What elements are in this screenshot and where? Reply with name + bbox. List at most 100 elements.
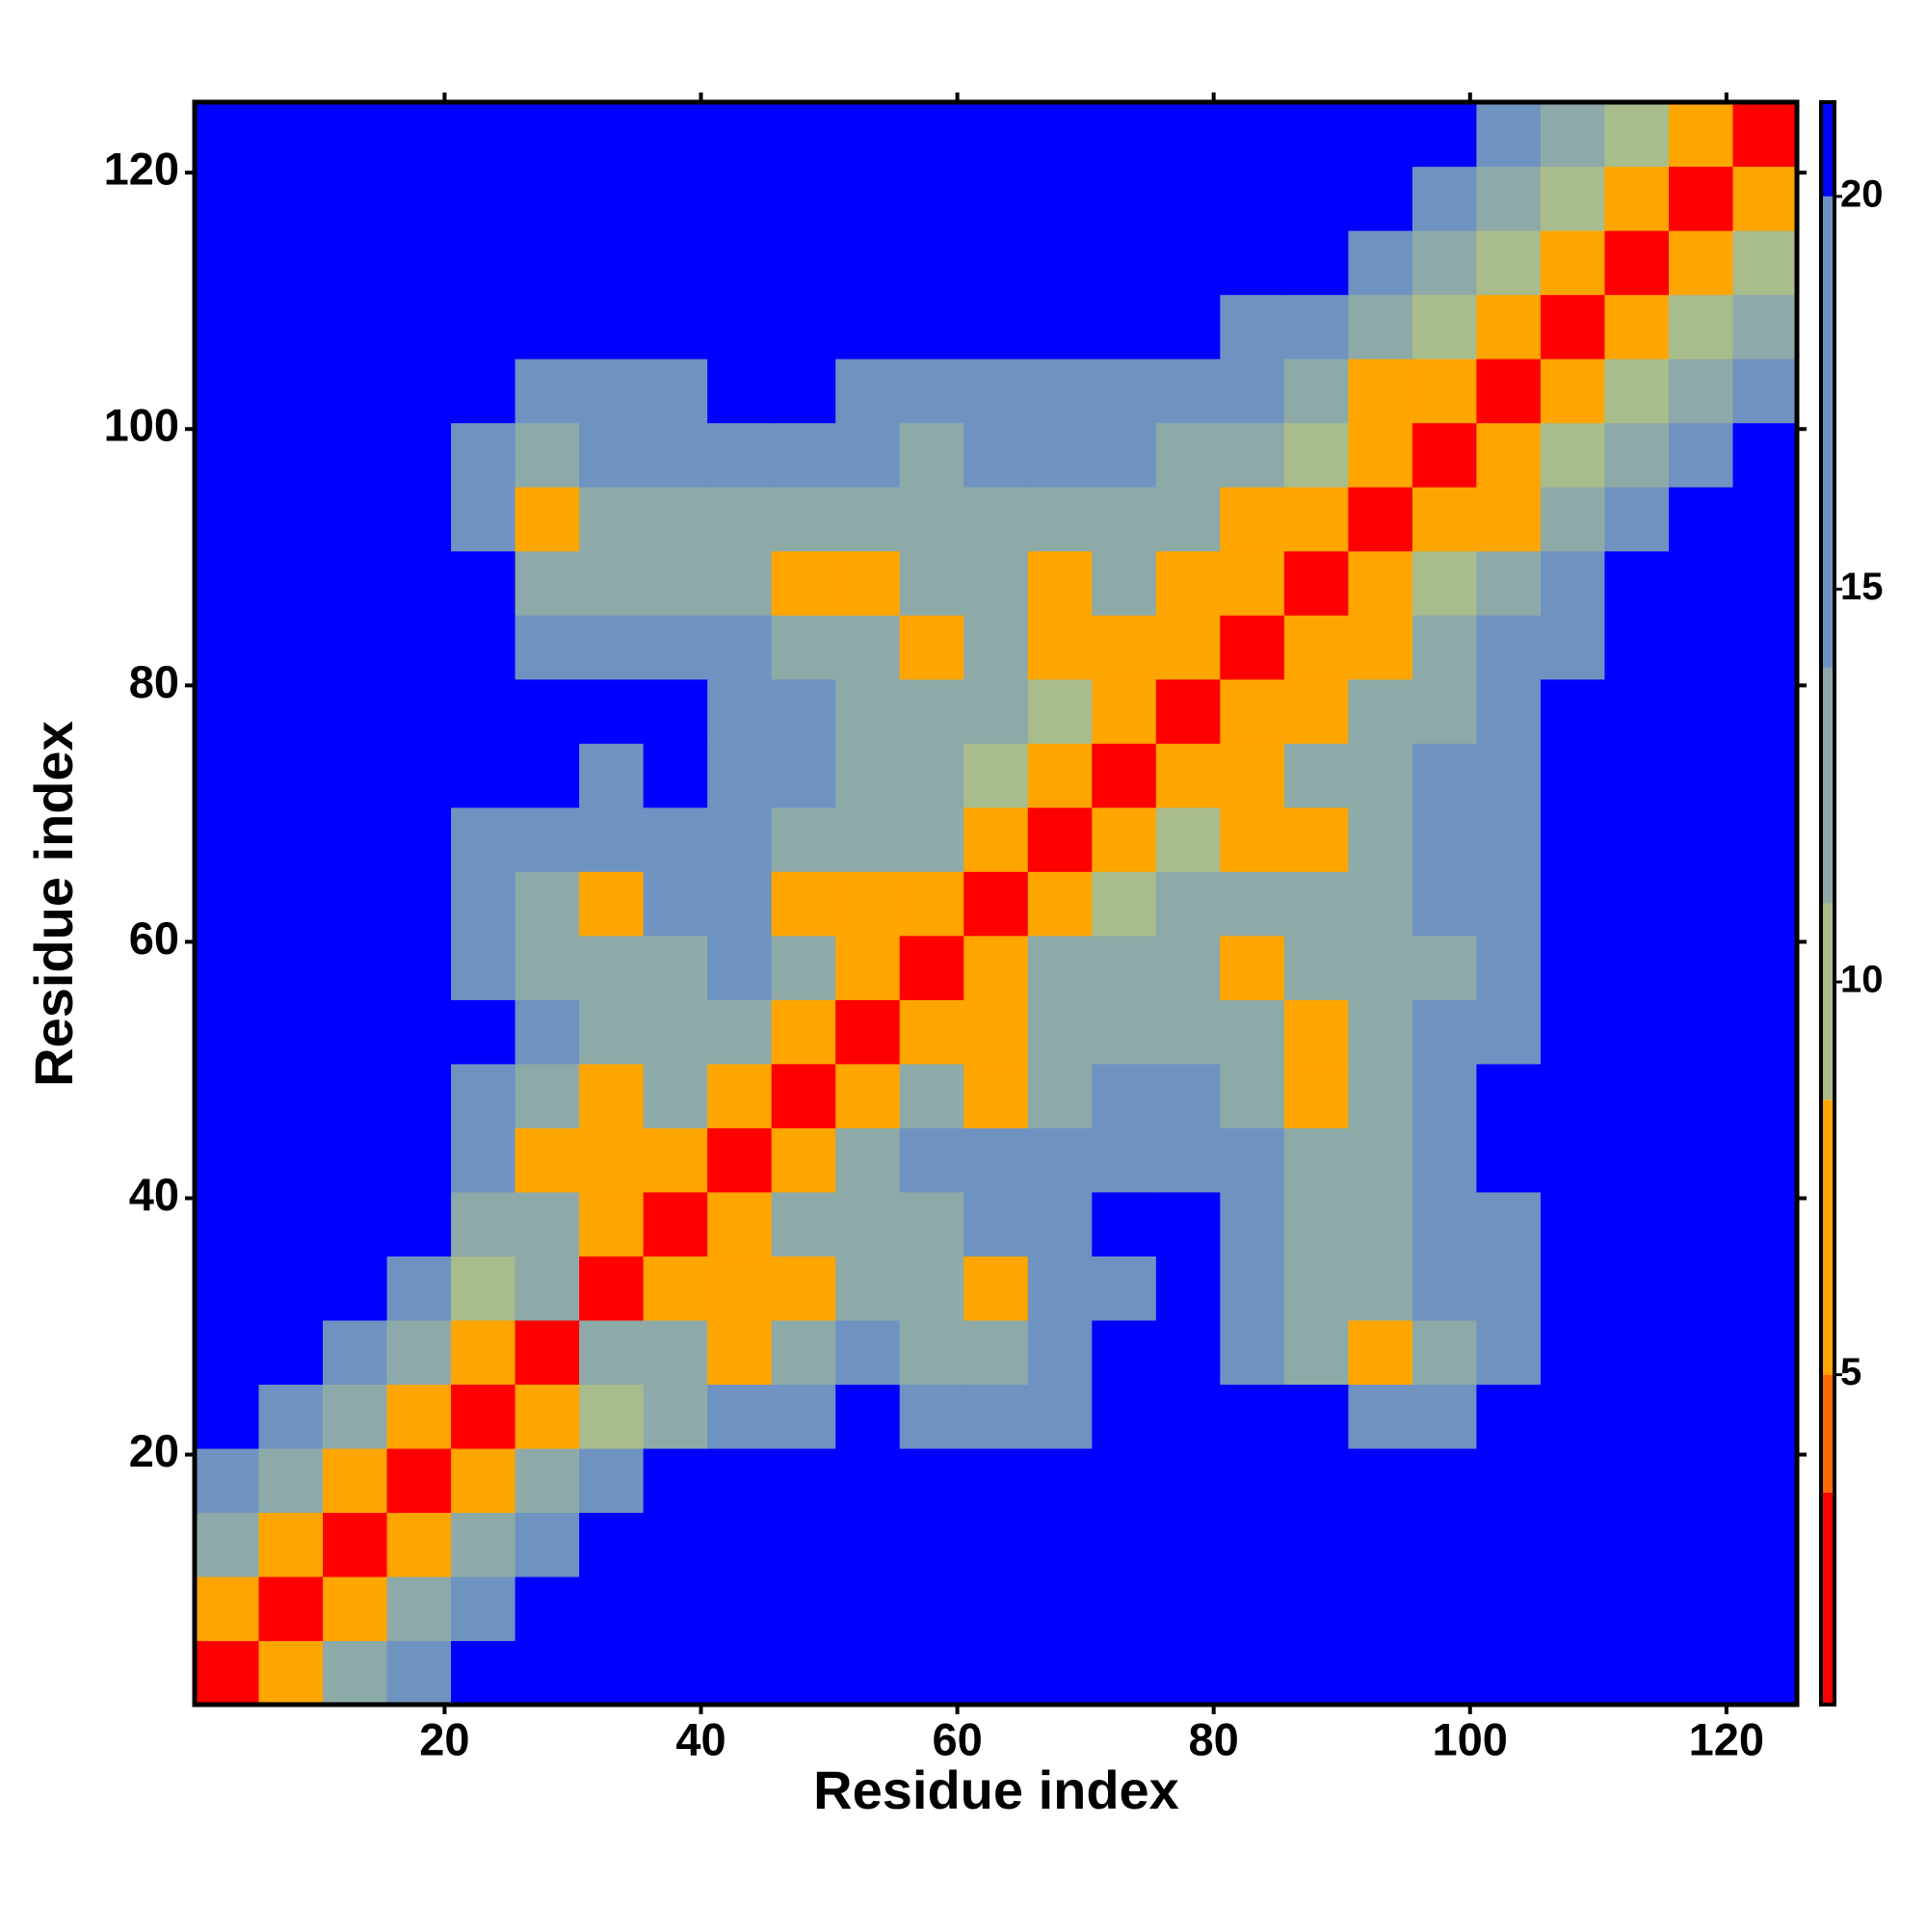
heatmap-cell	[579, 935, 645, 1000]
heatmap-cell	[899, 230, 964, 296]
heatmap-cell	[1540, 935, 1606, 1000]
heatmap-cell	[1027, 358, 1093, 424]
heatmap-cell	[1155, 678, 1221, 744]
heatmap-cell	[386, 1447, 452, 1514]
heatmap-cell	[1155, 422, 1221, 488]
heatmap-cell	[835, 871, 901, 937]
heatmap-cell	[964, 1127, 1029, 1193]
colorbar-segment	[1821, 1492, 1835, 1705]
heatmap-cell	[1540, 807, 1606, 872]
heatmap-cell	[451, 422, 516, 488]
heatmap-cell	[323, 1575, 388, 1642]
heatmap-cell	[1348, 1384, 1413, 1449]
heatmap-cell	[1283, 487, 1349, 552]
heatmap-cell	[643, 422, 708, 488]
heatmap-cell	[899, 550, 964, 616]
heatmap-cell	[1283, 1575, 1349, 1642]
heatmap-cell	[323, 1256, 388, 1321]
heatmap-cell	[643, 1447, 708, 1514]
heatmap-cell	[579, 1191, 645, 1257]
heatmap-cell	[643, 1575, 708, 1642]
heatmap-cell	[1540, 1127, 1606, 1193]
heatmap-cell	[1283, 935, 1349, 1000]
heatmap-cell	[386, 422, 452, 488]
heatmap-cell	[1604, 102, 1670, 168]
heatmap-cell	[1668, 935, 1734, 1000]
heatmap-cell	[1540, 166, 1606, 231]
heatmap-cell	[835, 1384, 901, 1449]
heatmap-cell	[771, 615, 836, 680]
heatmap-cell	[1540, 615, 1606, 680]
heatmap-cell	[1540, 999, 1606, 1065]
heatmap-cell	[1155, 1127, 1221, 1193]
heatmap-cell	[386, 102, 452, 168]
heatmap-cell	[1092, 1256, 1157, 1321]
heatmap-cell	[258, 743, 324, 808]
heatmap-cell	[1220, 1319, 1285, 1385]
heatmap-cell	[1027, 999, 1093, 1065]
heatmap-cell	[1604, 999, 1670, 1065]
heatmap-cell	[707, 871, 773, 937]
heatmap-cell	[899, 1384, 964, 1449]
heatmap-cell	[515, 935, 580, 1000]
heatmap-cell	[386, 358, 452, 424]
heatmap-cell	[258, 999, 324, 1065]
heatmap-cell	[323, 487, 388, 552]
heatmap-cell	[1283, 807, 1349, 872]
heatmap-cell	[964, 550, 1029, 616]
heatmap-cell	[771, 935, 836, 1000]
heatmap-cell	[1348, 743, 1413, 808]
heatmap-cell	[579, 550, 645, 616]
heatmap-cell	[643, 166, 708, 231]
heatmap-cell	[1732, 678, 1798, 744]
heatmap-cell	[835, 615, 901, 680]
heatmap-cell	[515, 166, 580, 231]
heatmap-cell	[1155, 550, 1221, 616]
heatmap-cell	[1092, 743, 1157, 808]
heatmap-cell	[386, 1127, 452, 1193]
heatmap-cell	[386, 743, 452, 808]
heatmap-cell	[1732, 1575, 1798, 1642]
heatmap-cell	[1283, 422, 1349, 488]
heatmap-cell	[579, 230, 645, 296]
heatmap-cell	[771, 1127, 836, 1193]
x-tick-label: 120	[1689, 1713, 1764, 1764]
heatmap-cell	[579, 1640, 645, 1706]
heatmap-cell	[1732, 1447, 1798, 1514]
heatmap-cell	[1668, 1384, 1734, 1449]
heatmap-cell	[451, 550, 516, 616]
heatmap-cell	[1348, 550, 1413, 616]
heatmap-cell	[579, 102, 645, 168]
heatmap-cell	[1348, 935, 1413, 1000]
heatmap-cell	[386, 166, 452, 231]
heatmap-cell	[1412, 422, 1477, 488]
heatmap-cell	[1412, 230, 1477, 296]
heatmap-cell	[195, 871, 260, 937]
heatmap-cell	[1220, 1063, 1285, 1128]
heatmap-cell	[1732, 807, 1798, 872]
heatmap-cell	[1604, 1256, 1670, 1321]
heatmap-cell	[899, 1191, 964, 1257]
heatmap-cell	[195, 743, 260, 808]
heatmap-cell	[1540, 358, 1606, 424]
heatmap-cell	[1348, 615, 1413, 680]
heatmap-cell	[1540, 1256, 1606, 1321]
heatmap-cell	[1540, 550, 1606, 616]
heatmap-cell	[1412, 1127, 1477, 1193]
heatmap-cell	[579, 1127, 645, 1193]
heatmap-cell	[1412, 102, 1477, 168]
heatmap-cell	[1412, 871, 1477, 937]
heatmap-cell	[1476, 1447, 1542, 1514]
heatmap-cell	[707, 1447, 773, 1514]
heatmap-cell	[1220, 1640, 1285, 1706]
heatmap-cell	[515, 550, 580, 616]
heatmap-cell	[1283, 678, 1349, 744]
heatmap-cell	[1412, 1256, 1477, 1321]
heatmap-cell	[515, 422, 580, 488]
heatmap-cell	[1092, 294, 1157, 359]
y-tick-label: 100	[104, 400, 179, 451]
heatmap-cell	[1412, 807, 1477, 872]
heatmap-cell	[515, 1319, 580, 1385]
heatmap-cell	[386, 999, 452, 1065]
heatmap-cell	[195, 1127, 260, 1193]
